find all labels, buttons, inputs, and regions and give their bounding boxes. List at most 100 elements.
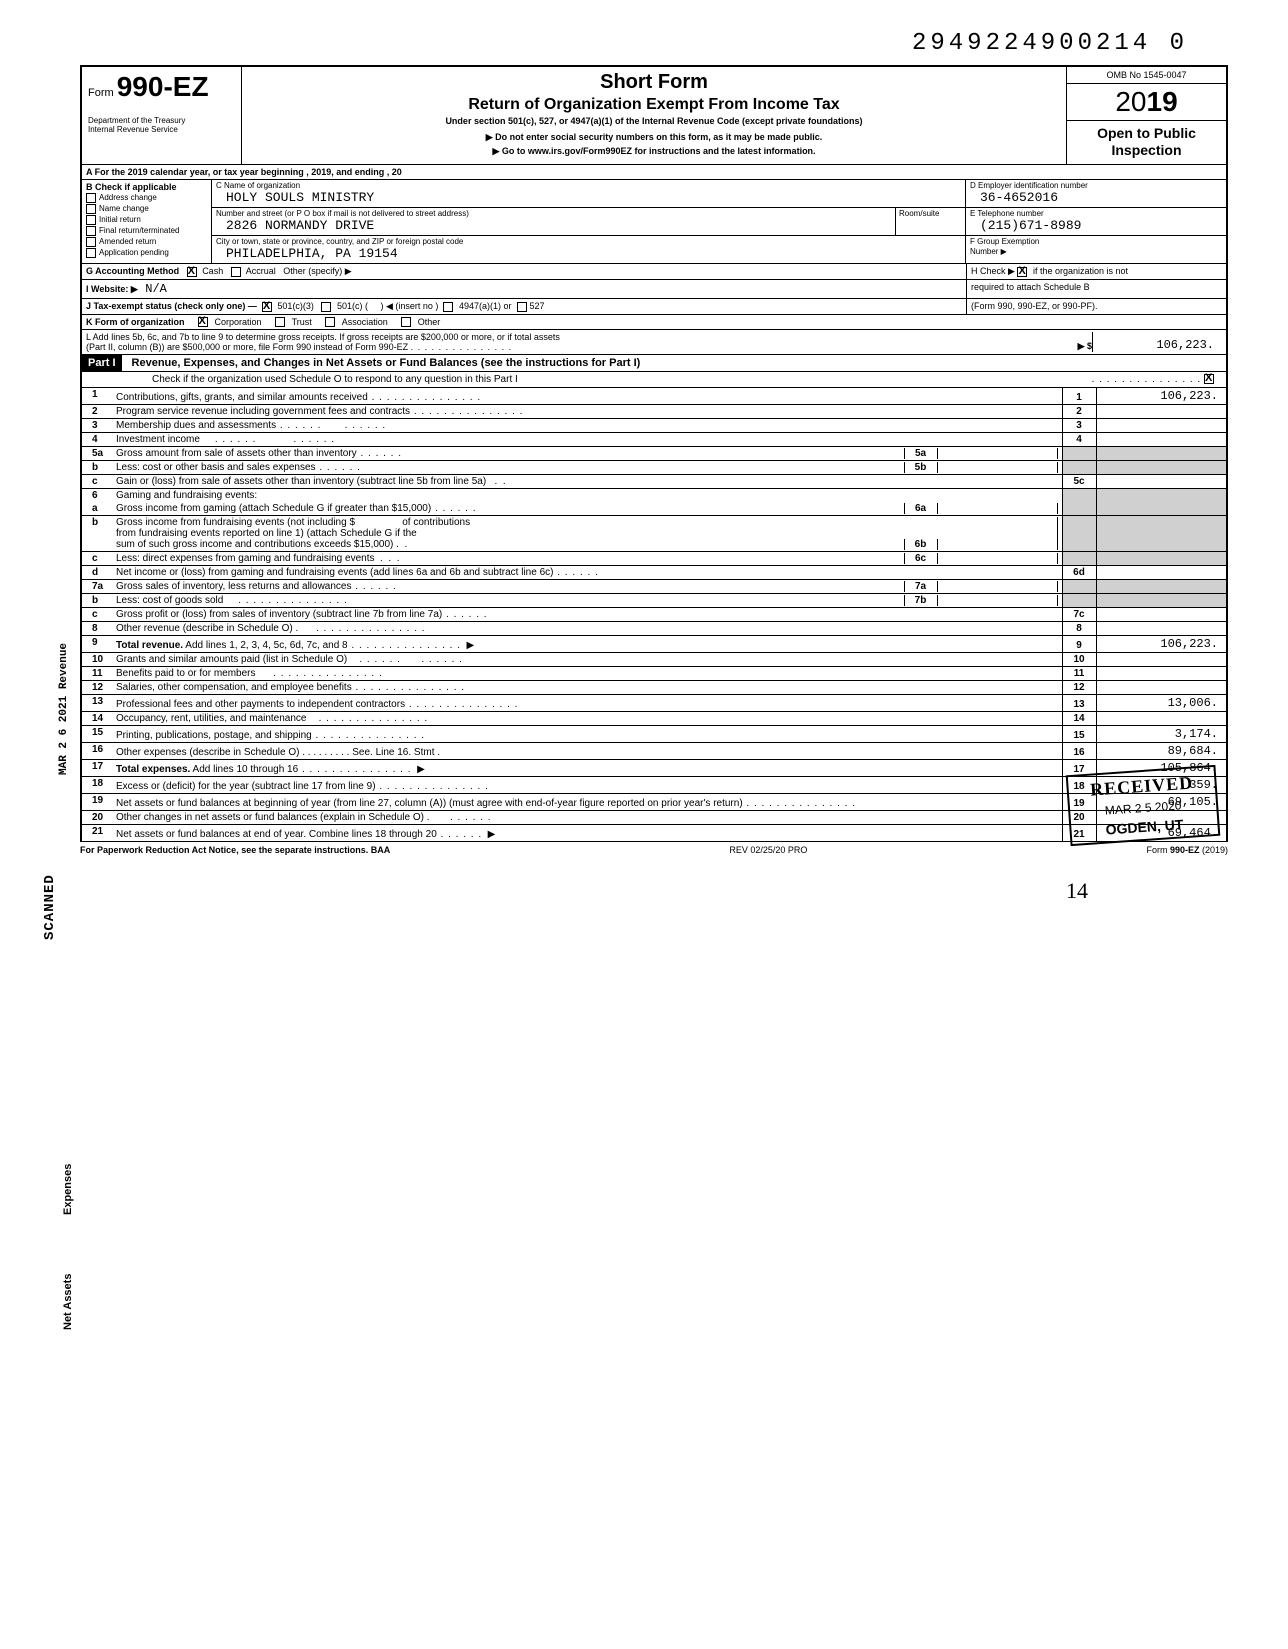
line-9-box: 9 [1062, 636, 1096, 653]
label-name-change: Name change [99, 204, 149, 213]
table-row: 3 Membership dues and assessments 3 [82, 419, 1226, 433]
l-value: 106,223. [1092, 332, 1222, 352]
line-5c-num: c [82, 475, 112, 489]
line-5c-desc: Gain or (loss) from sale of assets other… [116, 476, 486, 487]
line-15-desc: Printing, publications, postage, and shi… [116, 730, 312, 741]
table-row: 5a Gross amount from sale of assets othe… [82, 447, 1226, 461]
line-6c-num: c [82, 552, 112, 566]
checkbox-501c3[interactable] [262, 302, 272, 312]
vertical-expenses-label: Expenses [62, 1164, 74, 1215]
value-telephone: (215)671-8989 [966, 218, 1226, 235]
line-10-box: 10 [1062, 653, 1096, 667]
table-row: 18 Excess or (deficit) for the year (sub… [82, 777, 1226, 794]
table-row: c Less: direct expenses from gaming and … [82, 552, 1226, 566]
checkbox-amended[interactable] [86, 237, 96, 247]
table-row: c Gain or (loss) from sale of assets oth… [82, 475, 1226, 489]
line-6-num: 6 [82, 489, 112, 503]
line-8-num: 8 [82, 622, 112, 636]
line-6b-ibox: 6b [904, 539, 938, 550]
footer-right: Form 990-EZ (2019) [1146, 845, 1228, 855]
line-5b-ibox: 5b [904, 462, 938, 473]
line-15-box: 15 [1062, 726, 1096, 743]
table-row: 17 Total expenses. Add lines 10 through … [82, 760, 1226, 777]
line-6d-amt [1096, 566, 1226, 580]
checkbox-name-change[interactable] [86, 204, 96, 214]
line-16-desc: Other expenses (describe in Schedule O) … [116, 747, 440, 758]
footer-mid: REV 02/25/20 PRO [729, 845, 807, 855]
checkbox-h[interactable] [1017, 267, 1027, 277]
checkbox-trust[interactable] [275, 317, 285, 327]
checkbox-corporation[interactable] [198, 317, 208, 327]
line-5b-desc: Less: cost or other basis and sales expe… [116, 462, 316, 473]
omb-number: OMB No 1545-0047 [1067, 67, 1226, 84]
line-6b-desc: Gross income from fundraising events (no… [116, 517, 355, 528]
line-16-num: 16 [82, 743, 112, 760]
checkbox-final-return[interactable] [86, 226, 96, 236]
vertical-scanned-label: SCANNED [42, 874, 58, 940]
label-pending: Application pending [99, 248, 169, 257]
checkbox-4947[interactable] [443, 302, 453, 312]
line-5a-num: 5a [82, 447, 112, 461]
label-tax-exempt: J Tax-exempt status (check only one) — [86, 301, 257, 311]
h-text3: required to attach Schedule B [971, 282, 1090, 292]
instruction-no-ssn: ▶ Do not enter social security numbers o… [252, 132, 1056, 143]
checkbox-cash[interactable] [187, 267, 197, 277]
row-h: H Check ▶ if the organization is not [966, 264, 1226, 279]
line-20-num: 20 [82, 811, 112, 825]
label-website: I Website: ▶ [86, 284, 138, 294]
value-org-name: HOLY SOULS MINISTRY [212, 190, 965, 207]
line-8-desc: Other revenue (describe in Schedule O) [116, 623, 293, 634]
line-14-box: 14 [1062, 712, 1096, 726]
checkbox-527[interactable] [517, 302, 527, 312]
label-accrual: Accrual [246, 266, 276, 276]
checkbox-association[interactable] [325, 317, 335, 327]
form-header: Form 990-EZ Department of the Treasury I… [82, 65, 1226, 165]
line-12-num: 12 [82, 681, 112, 695]
vertical-revenue-label: MAR 2 6 2021 Revenue [58, 643, 70, 775]
line-7a-ibox: 7a [904, 581, 938, 592]
line-12-desc: Salaries, other compensation, and employ… [116, 682, 352, 693]
checkbox-accrual[interactable] [231, 267, 241, 277]
checkbox-pending[interactable] [86, 248, 96, 258]
line-21-desc: Net assets or fund balances at end of ye… [116, 829, 437, 840]
table-row: 15 Printing, publications, postage, and … [82, 726, 1226, 743]
table-row: 6 Gaming and fundraising events: [82, 489, 1226, 503]
row-g: G Accounting Method Cash Accrual Other (… [82, 264, 966, 279]
line-5c-box: 5c [1062, 475, 1096, 489]
line-18-num: 18 [82, 777, 112, 794]
line-1-num: 1 [82, 388, 112, 405]
line-10-num: 10 [82, 653, 112, 667]
table-row: c Gross profit or (loss) from sales of i… [82, 608, 1226, 622]
line-4-desc: Investment income [116, 434, 200, 445]
line-3-desc: Membership dues and assessments [116, 420, 276, 431]
line-15-num: 15 [82, 726, 112, 743]
line-6d-desc: Net income or (loss) from gaming and fun… [116, 567, 553, 578]
line-15-amt: 3,174. [1096, 726, 1226, 743]
line-1-amt: 106,223. [1096, 388, 1226, 405]
instruction-website: ▶ Go to www.irs.gov/Form990EZ for instru… [252, 146, 1056, 157]
label-501c3: 501(c)(3) [277, 301, 314, 311]
checkbox-other-org[interactable] [401, 317, 411, 327]
checkbox-501c[interactable] [321, 302, 331, 312]
table-row: 7a Gross sales of inventory, less return… [82, 580, 1226, 594]
label-initial-return: Initial return [99, 215, 141, 224]
line-19-desc: Net assets or fund balances at beginning… [116, 798, 743, 809]
checkbox-address-change[interactable] [86, 193, 96, 203]
label-group-exemption: F Group Exemption [966, 236, 1226, 246]
checkbox-schedule-o[interactable] [1204, 374, 1214, 384]
h-check: H Check ▶ [971, 266, 1015, 276]
label-corporation: Corporation [215, 317, 262, 327]
table-row: 19 Net assets or fund balances at beginn… [82, 794, 1226, 811]
table-row: b Gross income from fundraising events (… [82, 516, 1226, 552]
checkbox-initial-return[interactable] [86, 215, 96, 225]
line-6c-desc: Less: direct expenses from gaming and fu… [116, 553, 374, 564]
line-6-desc: Gaming and fundraising events: [112, 489, 1062, 503]
line-2-amt [1096, 405, 1226, 419]
section-b-header: B Check if applicable [86, 182, 207, 192]
line-10-desc: Grants and similar amounts paid (list in… [116, 654, 347, 665]
line-13-box: 13 [1062, 695, 1096, 712]
form-number-big: 990-EZ [117, 71, 209, 102]
label-other-method: Other (specify) ▶ [283, 266, 351, 276]
line-6a-num: a [82, 502, 112, 516]
line-6a-desc: Gross income from gaming (attach Schedul… [116, 503, 431, 514]
